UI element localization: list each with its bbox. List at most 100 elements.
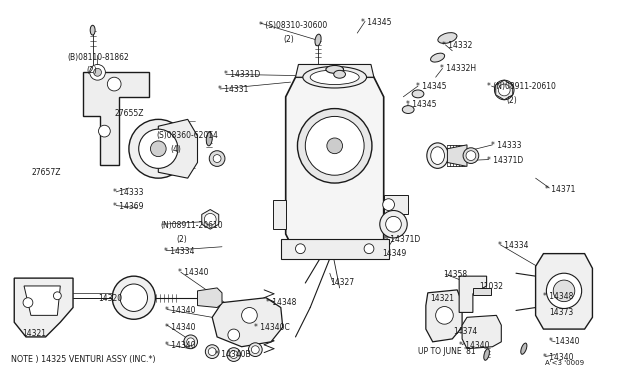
Circle shape: [386, 217, 401, 232]
Circle shape: [213, 155, 221, 163]
Text: * 14369: * 14369: [113, 202, 144, 211]
Text: * 14333: * 14333: [113, 188, 144, 197]
Ellipse shape: [403, 106, 414, 113]
Text: * 14340: * 14340: [178, 268, 209, 277]
Circle shape: [93, 68, 102, 76]
Ellipse shape: [427, 143, 449, 169]
Text: (N)08911-20610: (N)08911-20610: [160, 221, 223, 230]
Circle shape: [90, 64, 106, 80]
Text: * 14340: * 14340: [459, 341, 490, 350]
Ellipse shape: [431, 147, 444, 164]
Text: 27657Z: 27657Z: [32, 169, 61, 177]
Polygon shape: [212, 298, 283, 347]
Text: * 14345: * 14345: [406, 100, 436, 109]
Circle shape: [499, 84, 510, 96]
Circle shape: [120, 284, 148, 311]
Circle shape: [139, 129, 178, 169]
Polygon shape: [158, 119, 198, 178]
Text: (2): (2): [87, 67, 97, 76]
Text: * 14340B: * 14340B: [215, 350, 251, 359]
Text: * 14340: * 14340: [543, 353, 574, 362]
Circle shape: [305, 116, 364, 175]
Circle shape: [463, 148, 479, 163]
Circle shape: [383, 199, 394, 211]
Text: * 14332: * 14332: [442, 41, 473, 50]
Ellipse shape: [333, 70, 346, 78]
Circle shape: [466, 151, 476, 161]
Text: * 14371D: * 14371D: [486, 155, 523, 165]
Polygon shape: [83, 72, 148, 166]
Circle shape: [252, 346, 259, 353]
Bar: [473, 288, 490, 295]
Text: * 14348: * 14348: [543, 292, 574, 301]
Text: A'<3 '0009: A'<3 '0009: [545, 360, 584, 366]
Text: * 14334: * 14334: [164, 247, 195, 256]
Circle shape: [248, 343, 262, 356]
Text: * 14371D: * 14371D: [384, 235, 420, 244]
Ellipse shape: [326, 65, 344, 73]
Circle shape: [108, 77, 121, 91]
Text: * (S)08310-30600: * (S)08310-30600: [259, 21, 328, 31]
Polygon shape: [285, 77, 384, 254]
Text: * (N)08911-20610: * (N)08911-20610: [486, 82, 556, 91]
Circle shape: [209, 151, 225, 166]
Text: (2): (2): [506, 96, 517, 105]
Text: * 14334: * 14334: [499, 241, 529, 250]
Text: 14321: 14321: [22, 329, 46, 338]
Polygon shape: [198, 288, 222, 308]
Circle shape: [298, 109, 372, 183]
Circle shape: [436, 307, 453, 324]
Text: * 14340C: * 14340C: [254, 323, 290, 332]
Circle shape: [230, 351, 237, 359]
Text: * 14331: * 14331: [218, 85, 248, 94]
Polygon shape: [426, 290, 462, 342]
Polygon shape: [462, 315, 501, 349]
Circle shape: [129, 119, 188, 178]
Circle shape: [150, 141, 166, 157]
Ellipse shape: [412, 90, 424, 98]
Text: * 14345: * 14345: [416, 82, 447, 91]
Polygon shape: [273, 200, 285, 229]
Circle shape: [227, 348, 241, 362]
Text: (2): (2): [176, 235, 187, 244]
Polygon shape: [384, 200, 396, 229]
Text: 14320: 14320: [99, 294, 123, 303]
Text: NOTE ) 14325 VENTURI ASSY (INC.*): NOTE ) 14325 VENTURI ASSY (INC.*): [12, 355, 156, 363]
Circle shape: [495, 80, 514, 100]
Circle shape: [327, 138, 342, 154]
Circle shape: [228, 329, 239, 341]
Circle shape: [553, 280, 575, 302]
Polygon shape: [536, 254, 593, 329]
Circle shape: [380, 211, 407, 238]
Polygon shape: [281, 239, 388, 259]
Circle shape: [242, 308, 257, 323]
Text: (S)08360-62014: (S)08360-62014: [156, 131, 218, 140]
Polygon shape: [384, 195, 408, 214]
Polygon shape: [459, 276, 486, 312]
Text: (B)08110-81862: (B)08110-81862: [67, 53, 129, 62]
Text: 14327: 14327: [330, 278, 354, 287]
Ellipse shape: [315, 34, 321, 46]
Ellipse shape: [310, 70, 359, 84]
Text: 27655Z: 27655Z: [114, 109, 144, 118]
Circle shape: [54, 292, 61, 300]
Circle shape: [187, 338, 195, 346]
Text: 14358: 14358: [444, 270, 468, 279]
Text: 14349: 14349: [381, 249, 406, 258]
Text: * 14371: * 14371: [545, 185, 576, 194]
Ellipse shape: [206, 132, 212, 146]
Text: (2): (2): [284, 35, 294, 44]
Ellipse shape: [521, 343, 527, 354]
Text: * 14340: * 14340: [165, 341, 196, 350]
Circle shape: [99, 125, 110, 137]
Ellipse shape: [431, 53, 445, 62]
Circle shape: [296, 244, 305, 254]
Circle shape: [205, 345, 219, 359]
Text: 11032: 11032: [479, 282, 503, 291]
Ellipse shape: [484, 349, 490, 360]
Polygon shape: [202, 209, 219, 229]
Text: * 14340: * 14340: [549, 337, 580, 346]
Text: * 14340: * 14340: [165, 323, 196, 332]
Polygon shape: [496, 80, 513, 100]
Circle shape: [112, 276, 156, 319]
